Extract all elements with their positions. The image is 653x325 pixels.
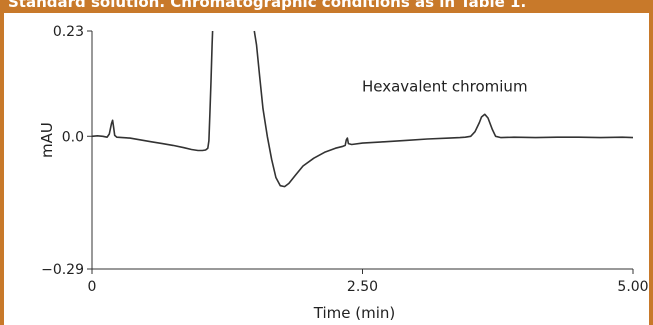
figure-caption: Standard solution. Chromatographic condi… [8, 0, 527, 11]
y-tick-label: 0.23 [53, 24, 84, 40]
caption-bar: Standard solution. Chromatographic condi… [0, 0, 653, 13]
y-tick-label: 0.0 [62, 129, 84, 145]
peak-annotation: Hexavalent chromium [362, 77, 528, 95]
axes [91, 31, 633, 270]
x-tick-label: 0 [88, 279, 97, 295]
x-axis-label: Time (min) [313, 304, 395, 322]
y-tick-label: −0.29 [41, 262, 84, 278]
ticks: 0.23 0.0 −0.290 2.50 5.00 [41, 24, 648, 295]
annotations: Hexavalent chromium [362, 77, 528, 95]
x-tick-label: 2.50 [347, 279, 378, 295]
x-tick-label: 5.00 [617, 279, 648, 295]
y-axis-label: mAU [38, 122, 56, 158]
chromatogram-trace [91, 30, 634, 188]
